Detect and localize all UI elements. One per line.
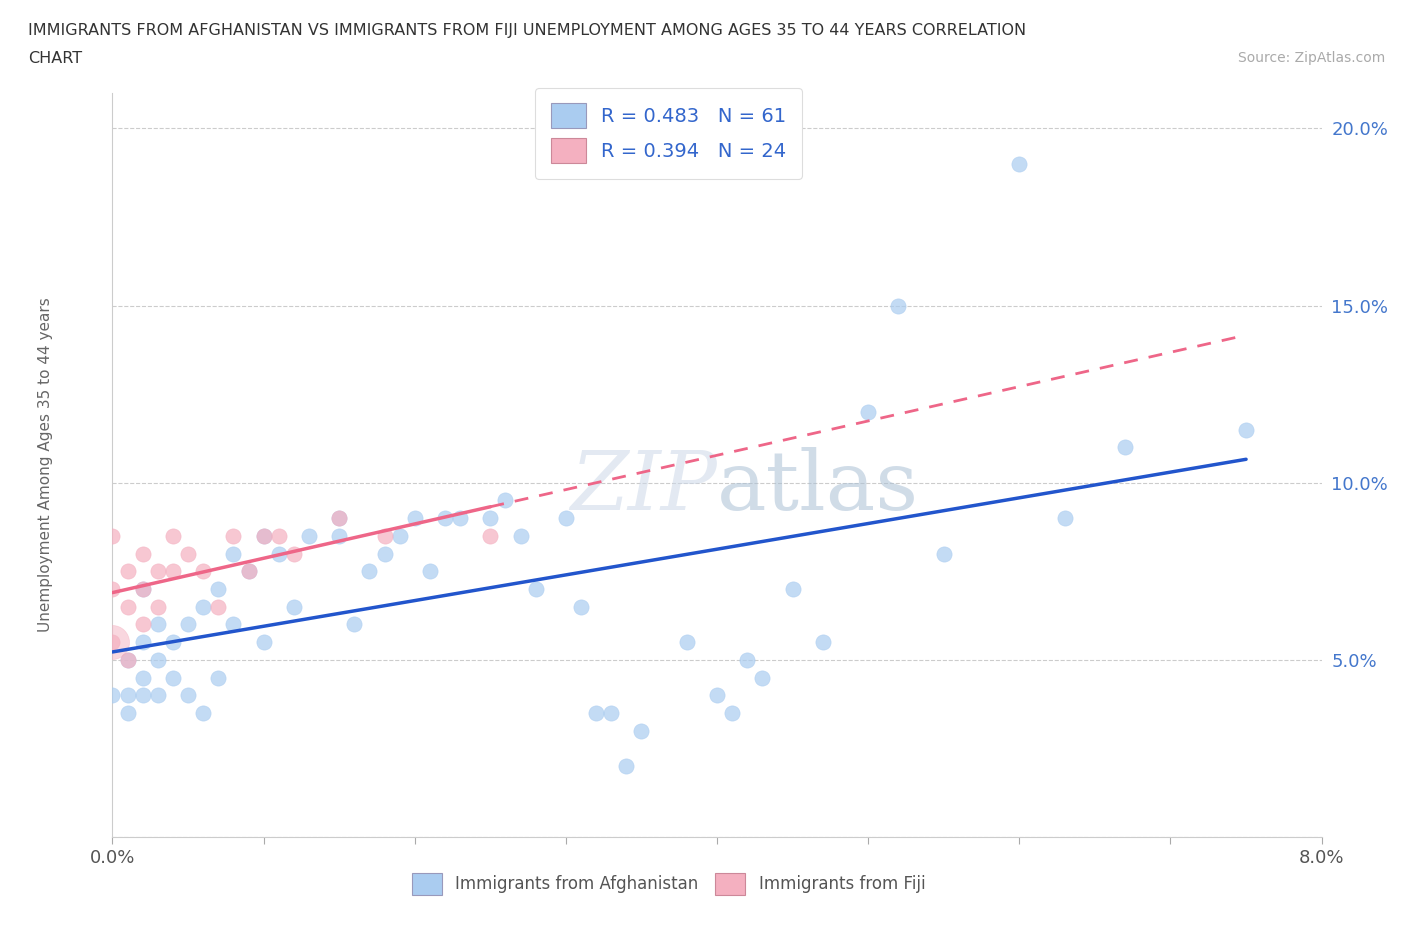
Point xyxy=(207,671,229,685)
Point xyxy=(479,511,502,525)
Point xyxy=(101,581,124,596)
Point xyxy=(207,581,229,596)
Point xyxy=(887,299,910,313)
Point xyxy=(117,706,139,721)
Point xyxy=(117,688,139,703)
Point xyxy=(373,528,396,543)
Point xyxy=(146,688,169,703)
Point xyxy=(298,528,321,543)
Point xyxy=(932,546,955,561)
Legend: Immigrants from Afghanistan, Immigrants from Fiji: Immigrants from Afghanistan, Immigrants … xyxy=(404,865,934,903)
Point xyxy=(495,493,517,508)
Point xyxy=(675,634,697,649)
Point xyxy=(600,706,623,721)
Point xyxy=(328,511,350,525)
Point xyxy=(132,688,155,703)
Point xyxy=(117,564,139,578)
Point xyxy=(146,653,169,668)
Point xyxy=(222,617,245,631)
Point xyxy=(191,564,215,578)
Point xyxy=(132,617,155,631)
Text: IMMIGRANTS FROM AFGHANISTAN VS IMMIGRANTS FROM FIJI UNEMPLOYMENT AMONG AGES 35 T: IMMIGRANTS FROM AFGHANISTAN VS IMMIGRANT… xyxy=(28,23,1026,38)
Point xyxy=(1053,511,1076,525)
Point xyxy=(721,706,744,721)
Point xyxy=(328,511,350,525)
Point xyxy=(207,599,229,614)
Point xyxy=(132,671,155,685)
Point xyxy=(328,528,350,543)
Point xyxy=(146,564,169,578)
Point xyxy=(616,759,638,774)
Point xyxy=(751,671,773,685)
Point xyxy=(585,706,607,721)
Point xyxy=(449,511,471,525)
Text: Source: ZipAtlas.com: Source: ZipAtlas.com xyxy=(1237,51,1385,65)
Point xyxy=(132,634,155,649)
Point xyxy=(343,617,366,631)
Point xyxy=(479,528,502,543)
Point xyxy=(101,528,124,543)
Point xyxy=(569,599,592,614)
Point xyxy=(117,653,139,668)
Point xyxy=(267,546,290,561)
Point xyxy=(283,546,305,561)
Point xyxy=(162,634,184,649)
Point xyxy=(404,511,426,525)
Point xyxy=(782,581,804,596)
Point xyxy=(132,581,155,596)
Text: atlas: atlas xyxy=(717,447,920,527)
Point xyxy=(191,706,215,721)
Point xyxy=(359,564,381,578)
Point xyxy=(101,634,124,649)
Point xyxy=(509,528,531,543)
Point xyxy=(373,546,396,561)
Point xyxy=(238,564,260,578)
Point xyxy=(177,546,200,561)
Point xyxy=(856,405,880,419)
Point xyxy=(283,599,305,614)
Point xyxy=(1008,156,1031,171)
Point xyxy=(1114,440,1136,455)
Point xyxy=(132,546,155,561)
Point xyxy=(101,688,124,703)
Point xyxy=(706,688,728,703)
Point xyxy=(253,528,276,543)
Point xyxy=(811,634,834,649)
Point xyxy=(177,688,200,703)
Point xyxy=(222,528,245,543)
Point xyxy=(146,599,169,614)
Point xyxy=(524,581,547,596)
Point xyxy=(554,511,576,525)
Point xyxy=(253,634,276,649)
Point xyxy=(238,564,260,578)
Point xyxy=(162,671,184,685)
Text: Unemployment Among Ages 35 to 44 years: Unemployment Among Ages 35 to 44 years xyxy=(38,298,53,632)
Point xyxy=(177,617,200,631)
Point xyxy=(162,528,184,543)
Point xyxy=(132,581,155,596)
Point xyxy=(388,528,411,543)
Point xyxy=(117,599,139,614)
Point xyxy=(117,653,139,668)
Point xyxy=(419,564,441,578)
Point xyxy=(433,511,456,525)
Point xyxy=(737,653,759,668)
Point xyxy=(1234,422,1257,437)
Point xyxy=(101,634,124,649)
Point xyxy=(253,528,276,543)
Text: CHART: CHART xyxy=(28,51,82,66)
Point xyxy=(191,599,215,614)
Point xyxy=(630,724,652,738)
Point xyxy=(146,617,169,631)
Point xyxy=(267,528,290,543)
Point xyxy=(222,546,245,561)
Text: ZIP: ZIP xyxy=(571,447,717,527)
Point xyxy=(162,564,184,578)
